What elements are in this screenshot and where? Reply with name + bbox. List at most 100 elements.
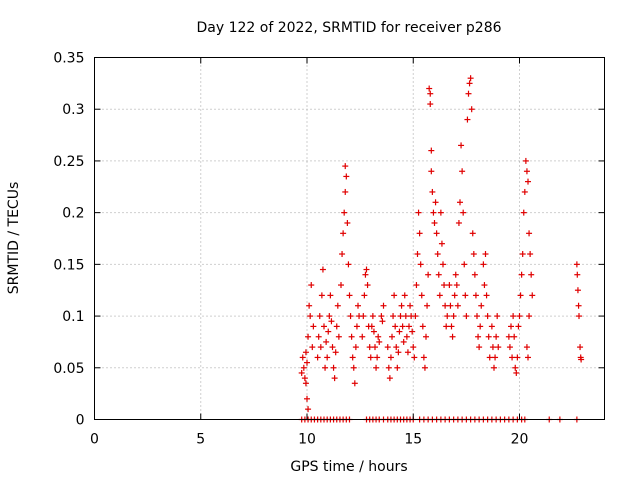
data-point	[494, 313, 501, 320]
data-point	[506, 344, 513, 351]
data-point	[387, 354, 394, 361]
axis-ticks: 0 5 10 15 20 0 0.05 0.1 0.15 0.2 0.25 0.3 0.35	[53, 51, 605, 448]
data-point	[443, 323, 450, 330]
data-point	[308, 282, 315, 289]
data-point	[302, 349, 309, 356]
data-point	[299, 354, 306, 361]
data-point	[468, 106, 475, 113]
data-point	[508, 323, 514, 330]
data-point	[576, 313, 582, 320]
data-point	[421, 364, 428, 371]
data-point	[471, 271, 478, 278]
data-point	[328, 318, 335, 325]
data-point	[385, 364, 392, 371]
y-tick-label: 0.25	[53, 154, 84, 170]
data-point	[470, 251, 477, 258]
data-point	[341, 209, 348, 216]
data-point	[489, 344, 496, 351]
data-point	[512, 364, 519, 371]
data-point	[526, 313, 533, 320]
data-point	[334, 302, 341, 309]
data-point	[306, 302, 313, 309]
data-point	[433, 230, 440, 237]
data-point	[412, 313, 419, 320]
data-point	[349, 354, 356, 361]
data-point	[364, 282, 371, 289]
data-point	[511, 333, 518, 340]
data-point	[448, 323, 455, 330]
data-point	[488, 323, 495, 330]
data-point	[307, 313, 314, 320]
data-point	[335, 333, 342, 340]
data-point	[526, 230, 533, 237]
data-point	[342, 188, 349, 195]
data-point	[348, 333, 355, 340]
data-point	[329, 344, 336, 351]
data-point	[517, 292, 524, 299]
data-point	[476, 344, 483, 351]
x-tick-label: 10	[298, 432, 316, 448]
data-point	[523, 168, 530, 175]
data-point	[520, 209, 527, 216]
data-point	[434, 251, 441, 258]
data-point	[370, 328, 377, 335]
data-point	[528, 271, 535, 278]
data-point	[467, 75, 474, 82]
data-point	[350, 364, 357, 371]
data-point	[451, 292, 458, 299]
data-point	[322, 364, 329, 371]
data-point	[386, 375, 393, 382]
data-point	[406, 323, 412, 330]
data-point	[474, 313, 480, 320]
data-point	[317, 344, 324, 351]
data-point	[415, 209, 422, 216]
data-point	[428, 168, 435, 175]
y-tick-label: 0.35	[53, 51, 84, 67]
x-tick-label: 15	[404, 432, 422, 448]
data-point	[466, 80, 473, 87]
data-point	[437, 209, 444, 216]
grid	[94, 57, 605, 420]
data-point	[491, 364, 497, 371]
data-point	[493, 333, 500, 340]
data-point	[379, 318, 386, 325]
data-point	[347, 313, 354, 320]
data-point	[410, 344, 417, 351]
data-point	[462, 292, 469, 299]
data-point	[427, 90, 434, 97]
data-point	[420, 354, 427, 361]
data-point	[411, 354, 418, 361]
data-point	[438, 240, 445, 247]
data-point	[373, 364, 380, 371]
y-tick-label: 0	[76, 413, 85, 429]
data-point	[346, 292, 353, 299]
data-point	[368, 323, 375, 330]
plot-frame	[94, 57, 605, 420]
x-tick-label: 20	[511, 432, 529, 448]
data-point	[394, 364, 401, 371]
data-point	[478, 302, 485, 309]
data-point	[399, 323, 406, 330]
data-point	[454, 302, 461, 309]
data-point	[578, 356, 585, 363]
y-tick-label: 0.1	[62, 309, 84, 325]
data-point	[401, 292, 408, 299]
data-point	[407, 302, 414, 309]
data-point	[305, 333, 312, 340]
data-point	[367, 354, 374, 361]
data-point	[378, 313, 385, 320]
data-point	[362, 271, 369, 278]
data-point	[402, 313, 409, 320]
y-tick-label: 0.2	[62, 206, 84, 222]
data-point	[319, 266, 326, 273]
data-point	[482, 251, 489, 258]
data-point	[460, 209, 467, 216]
data-point	[318, 292, 325, 299]
data-point	[333, 323, 340, 330]
data-point	[495, 344, 502, 351]
data-point	[342, 163, 349, 170]
data-point	[574, 271, 581, 278]
data-point	[463, 313, 470, 320]
data-point	[409, 328, 416, 335]
data-point	[444, 313, 451, 320]
